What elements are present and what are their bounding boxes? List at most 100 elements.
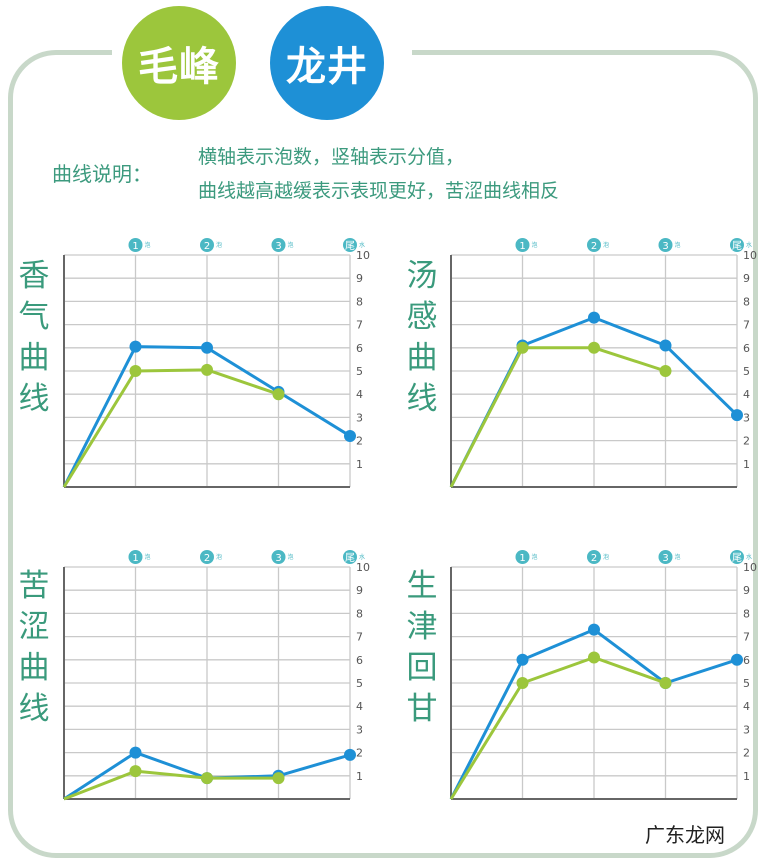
y-tick-label: 4 [356, 388, 363, 401]
legend-note-line-1: 横轴表示泡数，竖轴表示分值， [198, 146, 465, 168]
data-point-maofeng [588, 341, 600, 354]
y-tick-label: 9 [743, 272, 750, 285]
y-tick-label: 6 [743, 654, 750, 667]
x-tick-label: 2 [204, 553, 210, 564]
data-point-longjing [516, 653, 529, 666]
x-tick-suffix: 泡 [675, 241, 681, 249]
y-tick-label: 7 [743, 631, 750, 644]
data-point-longjing [129, 340, 142, 353]
data-point-longjing [731, 653, 743, 666]
x-tick-marker [658, 550, 673, 564]
x-tick-marker [515, 238, 530, 252]
x-tick-suffix: 泡 [603, 241, 609, 249]
x-tick-suffix: 泡 [216, 553, 222, 561]
chart-title-bitterness: 苦涩曲线 [18, 568, 50, 727]
data-point-longjing [588, 623, 600, 636]
x-tick-suffix: 泡 [145, 553, 151, 561]
y-tick-label: 9 [743, 584, 750, 597]
x-tick-marker [343, 238, 357, 252]
x-tick-label: 3 [275, 241, 281, 252]
y-tick-label: 8 [743, 295, 750, 308]
x-tick-marker [128, 550, 143, 564]
data-point-maofeng [272, 388, 285, 401]
y-tick-label: 2 [356, 747, 363, 760]
x-tick-label: 2 [204, 241, 210, 252]
x-tick-suffix: 水 [359, 241, 365, 249]
y-tick-label: 5 [356, 677, 363, 690]
data-point-maofeng [201, 772, 213, 785]
data-point-longjing [344, 748, 356, 761]
y-tick-label: 10 [743, 249, 757, 262]
x-tick-suffix: 水 [746, 553, 752, 561]
data-point-longjing [659, 339, 672, 352]
y-tick-label: 7 [743, 319, 750, 332]
x-tick-suffix: 泡 [532, 553, 538, 561]
series-line-maofeng [449, 655, 667, 800]
data-point-longjing [129, 746, 142, 759]
x-tick-label: 尾 [345, 552, 355, 564]
x-tick-marker [730, 238, 744, 252]
x-tick-suffix: 泡 [675, 553, 681, 561]
legend-note-line-2: 曲线越高越缓表示表现更好，苦涩曲线相反 [198, 180, 560, 202]
y-tick-label: 8 [356, 607, 363, 620]
x-tick-marker [658, 238, 673, 252]
y-tick-label: 5 [356, 365, 363, 378]
y-tick-label: 6 [356, 654, 363, 667]
y-tick-label: 3 [743, 411, 750, 424]
x-tick-label: 2 [591, 241, 597, 252]
y-tick-label: 10 [356, 561, 370, 574]
x-tick-label: 3 [275, 553, 281, 564]
longjing-badge: 龙井 [270, 6, 384, 120]
y-tick-label: 6 [743, 342, 750, 355]
series-line-maofeng [63, 769, 279, 801]
data-point-longjing [201, 341, 213, 354]
y-tick-label: 5 [743, 677, 750, 690]
x-tick-marker [200, 238, 214, 252]
y-tick-label: 2 [743, 747, 750, 760]
chart-title-aroma: 香气曲线 [18, 258, 50, 417]
y-tick-label: 2 [356, 435, 363, 448]
y-tick-label: 5 [743, 365, 750, 378]
y-tick-label: 2 [743, 435, 750, 448]
y-tick-label: 6 [356, 342, 363, 355]
x-tick-suffix: 泡 [216, 241, 222, 249]
y-tick-label: 1 [356, 458, 363, 471]
y-tick-label: 3 [356, 723, 363, 736]
data-point-longjing [344, 429, 356, 442]
chart-title-mouthfeel: 汤感曲线 [406, 258, 438, 417]
x-tick-marker [587, 238, 601, 252]
y-tick-label: 10 [356, 249, 370, 262]
x-tick-suffix: 泡 [532, 241, 538, 249]
series-line-maofeng [449, 346, 666, 488]
data-point-longjing [731, 409, 743, 422]
y-tick-label: 9 [356, 584, 363, 597]
x-tick-label: 尾 [732, 552, 742, 564]
x-tick-suffix: 泡 [288, 553, 294, 561]
y-tick-label: 8 [743, 607, 750, 620]
x-tick-marker [587, 550, 601, 564]
x-tick-label: 1 [519, 553, 525, 564]
x-tick-suffix: 水 [359, 553, 365, 561]
y-tick-label: 7 [356, 319, 363, 332]
x-tick-suffix: 泡 [145, 241, 151, 249]
data-point-maofeng [201, 363, 213, 376]
x-tick-suffix: 泡 [288, 241, 294, 249]
x-tick-marker [343, 550, 357, 564]
x-tick-suffix: 泡 [603, 553, 609, 561]
x-tick-marker [515, 550, 530, 564]
x-tick-label: 3 [662, 553, 668, 564]
x-tick-marker [128, 238, 143, 252]
maofeng-badge: 毛峰 [122, 6, 236, 120]
chart-title-aftertaste: 生津回甘 [406, 568, 438, 727]
data-point-maofeng [659, 365, 672, 377]
x-tick-label: 1 [132, 553, 138, 564]
y-tick-label: 8 [356, 295, 363, 308]
x-tick-marker [200, 550, 214, 564]
data-point-maofeng [588, 651, 600, 664]
legend-note-label: 曲线说明： [52, 162, 152, 186]
series-line-maofeng [62, 368, 279, 488]
y-tick-label: 4 [743, 700, 750, 713]
data-point-maofeng [129, 765, 142, 778]
y-tick-label: 3 [356, 411, 363, 424]
chart-aroma: 123456789101 泡 2 泡 3 泡尾水 [62, 238, 370, 488]
